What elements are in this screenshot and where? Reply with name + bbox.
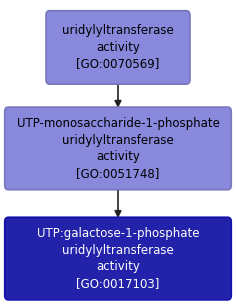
Text: UTP:galactose-1-phosphate
uridylyltransferase
activity
[GO:0017103]: UTP:galactose-1-phosphate uridylyltransf… [37, 227, 199, 290]
Text: uridylyltransferase
activity
[GO:0070569]: uridylyltransferase activity [GO:0070569… [62, 24, 174, 70]
FancyBboxPatch shape [46, 11, 190, 84]
FancyBboxPatch shape [5, 107, 231, 190]
FancyBboxPatch shape [5, 217, 231, 300]
Text: UTP-monosaccharide-1-phosphate
uridylyltransferase
activity
[GO:0051748]: UTP-monosaccharide-1-phosphate uridylylt… [17, 117, 219, 180]
